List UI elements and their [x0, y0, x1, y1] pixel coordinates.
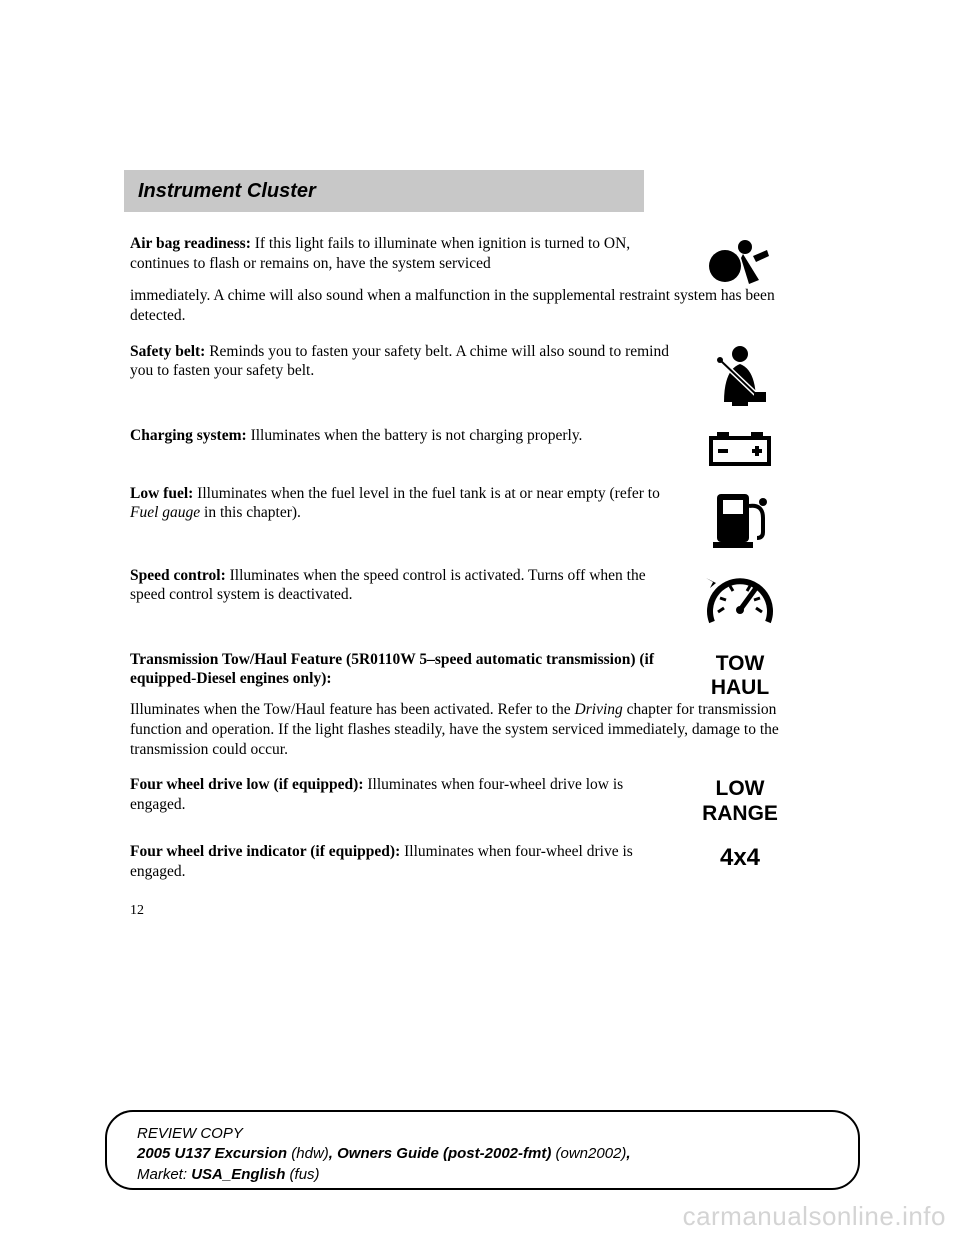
footer-line-3: Market: USA_English (fus) — [137, 1165, 836, 1185]
chapter-title: Instrument Cluster — [138, 180, 316, 203]
low-range-icon: LOW RANGE — [675, 775, 805, 825]
text-airbag-lead: Air bag readiness: If this light fails t… — [130, 234, 675, 274]
battery-icon — [675, 426, 805, 468]
text-speed-control: Speed control: Illuminates when the spee… — [130, 566, 675, 606]
text-4wd-low: Four wheel drive low (if equipped): Illu… — [130, 775, 675, 815]
airbag-icon — [675, 234, 805, 286]
text-safety-belt: Safety belt: Reminds you to fasten your … — [130, 342, 675, 382]
text-tow-haul-body: Illuminates when the Tow/Haul feature ha… — [130, 700, 805, 759]
page-number: 12 — [130, 903, 805, 919]
section-speed-control: Speed control: Illuminates when the spee… — [130, 566, 805, 634]
watermark: carmanualsonline.info — [683, 1201, 946, 1232]
4x4-icon: 4x4 — [675, 842, 805, 872]
section-low-fuel: Low fuel: Illuminates when the fuel leve… — [130, 484, 805, 550]
text-charging: Charging system: Illuminates when the ba… — [130, 426, 675, 446]
section-4wd-low: Four wheel drive low (if equipped): Illu… — [130, 775, 805, 825]
text-4wd-indicator: Four wheel drive indicator (if equipped)… — [130, 842, 675, 882]
fuel-pump-icon — [675, 484, 805, 550]
document-page: Instrument Cluster Air bag readiness: If… — [0, 0, 960, 1242]
section-4wd-indicator: Four wheel drive indicator (if equipped)… — [130, 842, 805, 882]
section-airbag: Air bag readiness: If this light fails t… — [130, 234, 805, 326]
tow-haul-icon: TOW HAUL — [675, 650, 805, 700]
section-tow-haul: Transmission Tow/Haul Feature (5R0110W 5… — [130, 650, 805, 760]
text-tow-haul-bold: Transmission Tow/Haul Feature (5R0110W 5… — [130, 650, 675, 690]
text-airbag-tail: immediately. A chime will also sound whe… — [130, 286, 805, 326]
section-safety-belt: Safety belt: Reminds you to fasten your … — [130, 342, 805, 410]
text-low-fuel: Low fuel: Illuminates when the fuel leve… — [130, 484, 675, 524]
footer-box: REVIEW COPY 2005 U137 Excursion (hdw), O… — [105, 1110, 860, 1190]
footer-line-2: 2005 U137 Excursion (hdw), Owners Guide … — [137, 1144, 836, 1164]
footer-line-1: REVIEW COPY — [137, 1124, 836, 1144]
chapter-header: Instrument Cluster — [124, 170, 644, 212]
section-charging: Charging system: Illuminates when the ba… — [130, 426, 805, 468]
seatbelt-icon — [675, 342, 805, 410]
speedometer-icon — [675, 566, 805, 634]
